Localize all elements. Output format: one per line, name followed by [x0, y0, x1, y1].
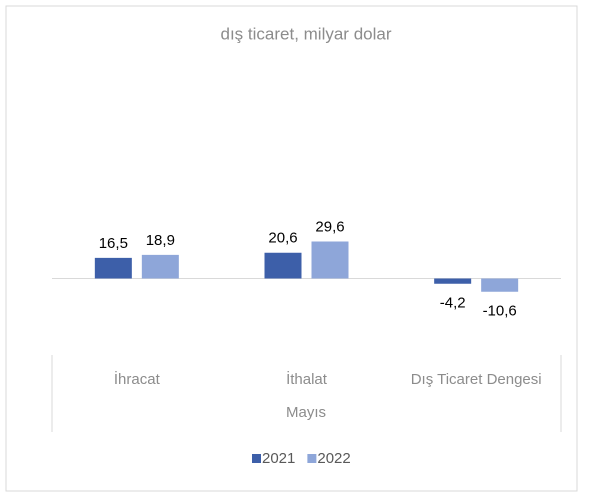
chart-title: dış ticaret, milyar dolar: [221, 24, 392, 43]
x-tick-label: İthalat: [286, 370, 328, 388]
bar: [481, 278, 519, 292]
legend-label: 2021: [262, 450, 295, 467]
bar: [311, 241, 349, 279]
data-label: -10,6: [483, 303, 517, 320]
bar: [94, 257, 132, 279]
bar: [141, 254, 179, 279]
x-tick-label: İhracat: [114, 370, 161, 388]
data-label: -4,2: [440, 295, 466, 312]
data-label: 18,9: [146, 232, 175, 249]
legend-swatch: [252, 454, 261, 463]
x-tick-label: Dış Ticaret Dengesi: [411, 371, 542, 388]
legend-swatch: [307, 454, 317, 463]
data-label: 20,6: [268, 230, 297, 247]
chart-border: [5, 5, 578, 492]
bar: [264, 252, 302, 279]
data-label: 16,5: [99, 235, 128, 252]
data-label: 29,6: [315, 218, 344, 235]
legend-label: 2022: [317, 450, 350, 467]
bar: [434, 278, 472, 284]
x-group-label: Mayıs: [286, 404, 326, 421]
